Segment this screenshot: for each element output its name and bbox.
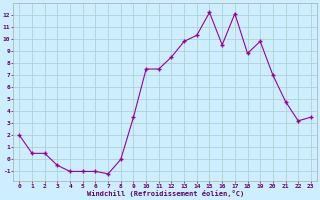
X-axis label: Windchill (Refroidissement éolien,°C): Windchill (Refroidissement éolien,°C) bbox=[86, 190, 244, 197]
